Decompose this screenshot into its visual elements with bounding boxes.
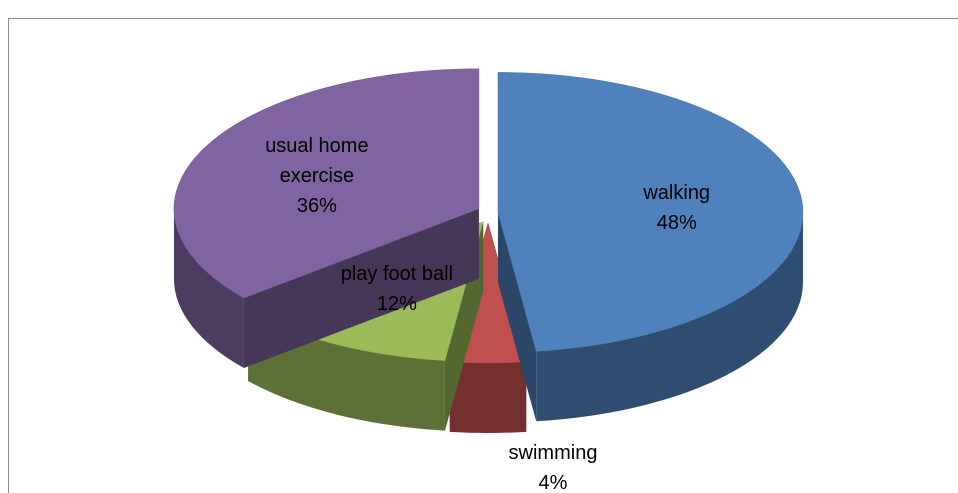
data-label-value: 48% bbox=[656, 211, 697, 234]
slice-side bbox=[449, 361, 527, 434]
slice bbox=[173, 68, 480, 299]
data-label-name: walking bbox=[643, 181, 711, 204]
slice-side bbox=[536, 212, 803, 422]
data-label-name: play foot ball bbox=[340, 263, 454, 286]
slice-wall bbox=[243, 208, 479, 368]
slice bbox=[497, 72, 804, 352]
data-label-value: 4% bbox=[538, 472, 568, 493]
data-label-name: swimming bbox=[508, 442, 598, 464]
data-label-name: usual home exercise bbox=[265, 135, 369, 188]
slice-wall bbox=[497, 212, 537, 422]
data-label-value: 36% bbox=[296, 195, 337, 218]
slice-side bbox=[173, 208, 244, 368]
data-label-value: 12% bbox=[376, 293, 417, 316]
